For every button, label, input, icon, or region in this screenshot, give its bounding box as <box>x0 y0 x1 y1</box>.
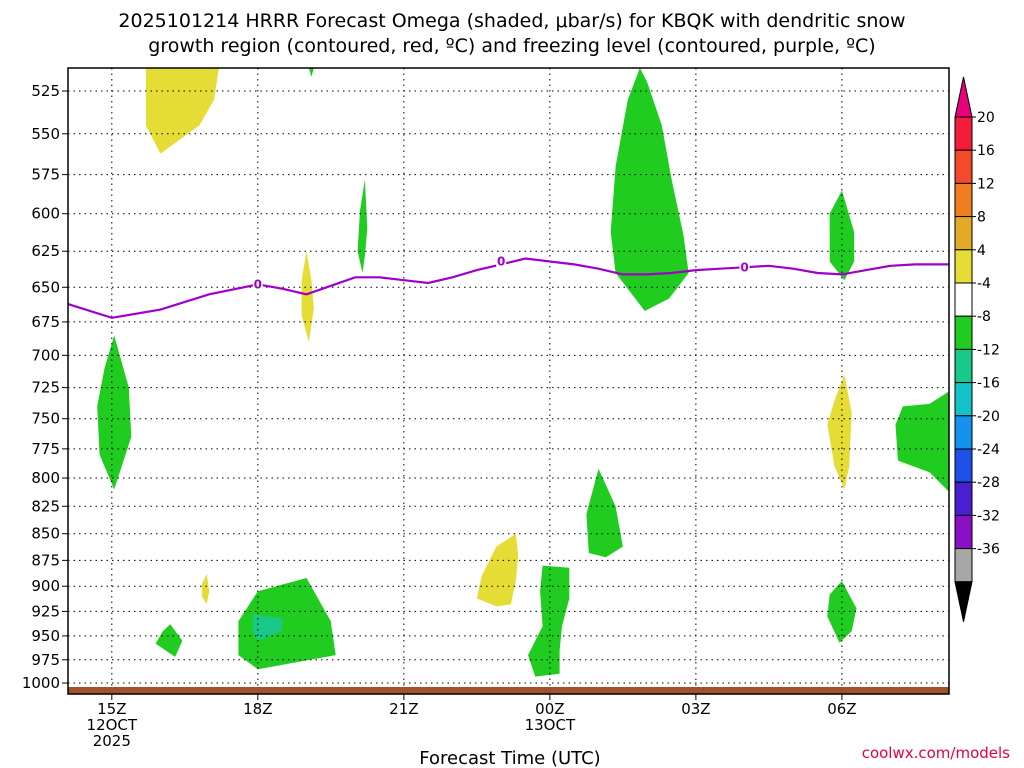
x-tick-label: 06Z <box>827 700 856 718</box>
colorbar-tick-label: -20 <box>977 409 1000 425</box>
y-tick-label: 850 <box>31 525 60 543</box>
colorbar: 20 16 12 8 4 -4 -8 -12 -16 -20 -24 -28 -32 -36 <box>954 76 1000 622</box>
x-tick-label: 00Z <box>535 700 564 718</box>
grid-lines <box>68 68 949 694</box>
y-tick-label: 775 <box>31 440 60 458</box>
omega-region-1 <box>301 251 314 343</box>
omega-region-4 <box>827 374 852 490</box>
omega-shaded-regions <box>97 68 949 677</box>
x-tick-label: 15Z <box>97 700 126 718</box>
y-tick-label: 825 <box>31 497 60 515</box>
y-tick-label: 575 <box>31 166 60 184</box>
colorbar-tick-label: -24 <box>977 442 1000 458</box>
colorbar-tick-label: -4 <box>977 276 991 292</box>
y-tick-label: 975 <box>31 651 60 669</box>
x-tick-label: 21Z <box>389 700 418 718</box>
colorbar-top-cap <box>954 76 973 118</box>
omega-region-11 <box>586 468 623 558</box>
freezing-level-contour: 0 0 0 <box>68 253 949 319</box>
omega-region-3 <box>476 533 519 607</box>
freezing-label-bg <box>739 259 750 274</box>
x-tick-label: 03Z <box>681 700 710 718</box>
colorbar-tick-label: -12 <box>977 342 1000 358</box>
y-tick-label: 750 <box>31 410 60 428</box>
colorbar-tick-label: 16 <box>977 143 995 159</box>
y-tick-label: 1000 <box>22 674 60 692</box>
colorbar-bin-2 <box>954 182 973 218</box>
y-tick-label: 600 <box>31 205 60 223</box>
omega-region-7 <box>97 335 132 490</box>
freezing-level-label: 0 <box>254 277 262 291</box>
y-tick-label: 875 <box>31 551 60 569</box>
omega-region-13 <box>829 190 855 281</box>
colorbar-bin-10 <box>954 448 973 483</box>
chart-title-line2: growth region (contoured, red, ºC) and f… <box>148 35 875 57</box>
freezing-level-line <box>68 257 949 319</box>
freezing-level-label: 0 <box>497 254 505 268</box>
y-axis: 525 550 575 600 625 650 675 700 725 750 775 800 825 8… <box>22 82 68 692</box>
freezing-level-label: 0 <box>740 260 748 274</box>
y-tick-label: 650 <box>31 278 60 296</box>
omega-region-15 <box>827 581 857 643</box>
colorbar-bin-5 <box>954 282 973 317</box>
y-tick-label: 525 <box>31 82 60 100</box>
colorbar-tick-label: 20 <box>977 110 995 126</box>
x-tick-label: 13OCT <box>525 716 576 734</box>
colorbar-bin-4 <box>954 249 973 284</box>
y-tick-label: 675 <box>31 313 60 331</box>
omega-region-10 <box>528 565 570 677</box>
y-tick-label: 925 <box>31 602 60 620</box>
omega-region-6 <box>357 179 368 273</box>
colorbar-tick-label: -16 <box>977 376 1000 392</box>
x-tick-label: 12OCT <box>87 716 138 734</box>
y-tick-label: 800 <box>31 469 60 487</box>
omega-region-9 <box>238 578 336 670</box>
y-tick-label: 900 <box>31 577 60 595</box>
colorbar-bin-3 <box>954 216 973 251</box>
credit-text: coolwx.com/models <box>862 744 1010 762</box>
colorbar-bin-7 <box>954 348 973 384</box>
colorbar-bin-0 <box>954 116 973 151</box>
freezing-label-bg <box>252 276 263 291</box>
colorbar-bin-1 <box>954 149 973 184</box>
y-tick-label: 625 <box>31 242 60 260</box>
y-tick-label: 550 <box>31 125 60 143</box>
colorbar-tick-label: 12 <box>977 176 995 192</box>
colorbar-tick-label: -8 <box>977 309 991 325</box>
omega-region-8 <box>155 624 183 657</box>
colorbar-bin-13 <box>954 548 973 583</box>
colorbar-bin-8 <box>954 382 973 417</box>
y-tick-label: 950 <box>31 627 60 645</box>
x-axis-label: Forecast Time (UTC) <box>419 748 600 768</box>
colorbar-bin-12 <box>954 514 973 550</box>
terrain-strip <box>68 687 949 694</box>
x-tick-label: 18Z <box>243 700 272 718</box>
omega-region-16 <box>253 614 283 641</box>
x-tick-label: 2025 <box>93 732 131 750</box>
colorbar-tick-label: 4 <box>977 243 986 259</box>
y-tick-label: 725 <box>31 379 60 397</box>
omega-region-14 <box>895 391 949 492</box>
y-tick-label: 700 <box>31 346 60 364</box>
plot-frame <box>67 67 950 695</box>
colorbar-bottom-cap <box>954 581 973 622</box>
omega-region-0 <box>145 68 219 154</box>
omega-region-12 <box>610 68 689 311</box>
colorbar-tick-label: -36 <box>977 542 1000 558</box>
freezing-label-bg <box>496 253 507 268</box>
omega-region-2 <box>201 573 210 605</box>
omega-region-5 <box>308 68 314 77</box>
chart-title-line1: 2025101214 HRRR Forecast Omega (shaded, … <box>118 10 905 32</box>
colorbar-tick-label: -28 <box>977 475 1000 491</box>
colorbar-bin-11 <box>954 481 973 516</box>
colorbar-bin-6 <box>954 315 973 350</box>
colorbar-bin-9 <box>954 415 973 450</box>
colorbar-tick-label: 8 <box>977 210 986 226</box>
colorbar-tick-label: -32 <box>977 508 1000 524</box>
